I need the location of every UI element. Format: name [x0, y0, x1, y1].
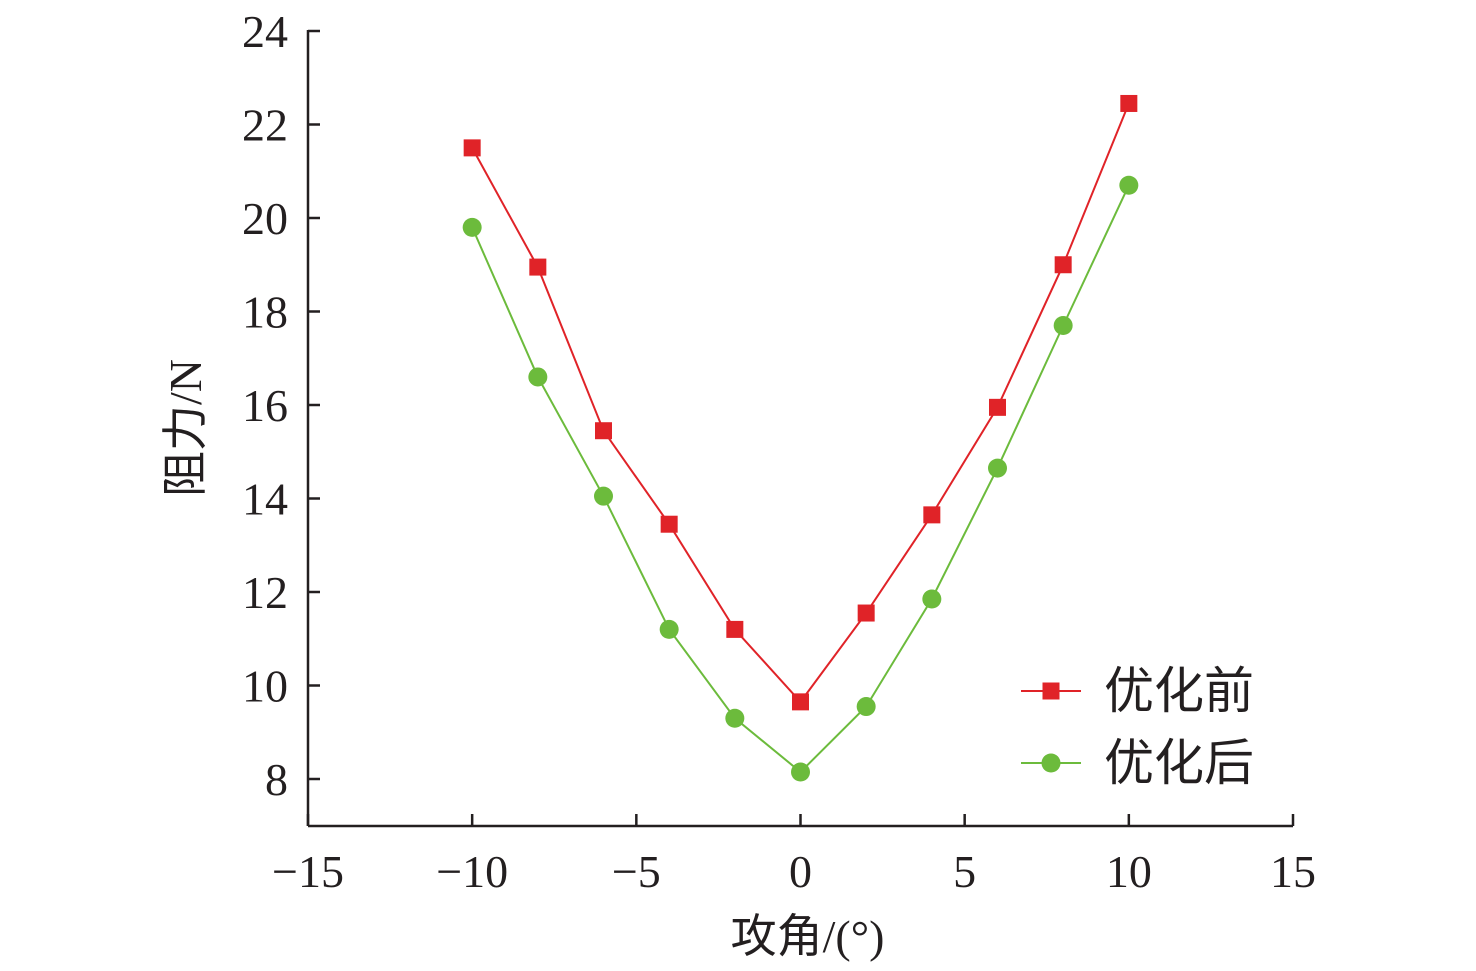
series-line	[471, 103, 1130, 704]
legend-item: 优化前	[1021, 663, 1254, 719]
y-tick-label: 22	[242, 100, 288, 151]
series-1	[463, 94, 1138, 711]
data-point-circle	[528, 367, 548, 387]
data-point-circle	[1119, 175, 1139, 195]
x-tick-label: 0	[789, 846, 812, 897]
series-line	[471, 184, 1130, 774]
y-tick-label: 20	[242, 193, 288, 244]
data-point-square	[1120, 94, 1138, 112]
x-tick-label: 5	[953, 846, 976, 897]
y-axis-ticks: 8 10 12 14 16 18 20 22 24	[242, 6, 320, 805]
data-point-square	[463, 139, 481, 157]
data-point-square	[989, 398, 1006, 416]
series-layer	[462, 94, 1139, 782]
y-tick-label: 14	[242, 474, 288, 525]
legend-marker-circle	[1041, 753, 1061, 773]
y-tick-label: 8	[265, 754, 288, 805]
x-axis-ticks: −15 −10 −5 0 5 10 15	[272, 814, 1316, 897]
x-tick-label: −15	[272, 846, 344, 897]
data-point-circle	[659, 619, 679, 639]
legend-marker-square	[1042, 682, 1060, 700]
data-point-square	[726, 620, 744, 638]
data-point-square	[595, 422, 612, 440]
y-tick-label: 24	[242, 6, 288, 57]
legend-label: 优化后	[1104, 735, 1254, 791]
data-point-circle	[725, 708, 745, 728]
data-point-circle	[594, 486, 613, 506]
data-point-circle	[791, 762, 810, 782]
data-point-circle	[856, 697, 876, 717]
x-axis-title: 攻角/(°)	[731, 911, 885, 962]
data-point-square	[923, 506, 941, 524]
data-point-circle	[462, 217, 482, 237]
x-tick-label: 10	[1106, 846, 1152, 897]
legend-label: 优化前	[1104, 663, 1254, 719]
data-point-circle	[1053, 316, 1073, 336]
x-tick-label: −5	[612, 846, 661, 897]
x-tick-label: −10	[436, 846, 508, 897]
x-tick-label: 15	[1270, 846, 1316, 897]
data-point-square	[792, 693, 809, 711]
data-point-square	[1054, 256, 1072, 274]
data-point-square	[857, 604, 875, 622]
data-point-square	[660, 515, 678, 533]
data-point-circle	[988, 458, 1007, 478]
y-tick-label: 16	[242, 380, 288, 431]
y-tick-label: 12	[242, 567, 288, 618]
data-point-square	[529, 258, 547, 276]
legend-item: 优化后	[1021, 735, 1254, 791]
y-axis-title: 阻力/N	[160, 359, 211, 497]
y-tick-label: 18	[242, 287, 288, 338]
y-tick-label: 10	[242, 661, 288, 712]
data-point-circle	[922, 589, 942, 609]
series-2	[462, 175, 1139, 782]
